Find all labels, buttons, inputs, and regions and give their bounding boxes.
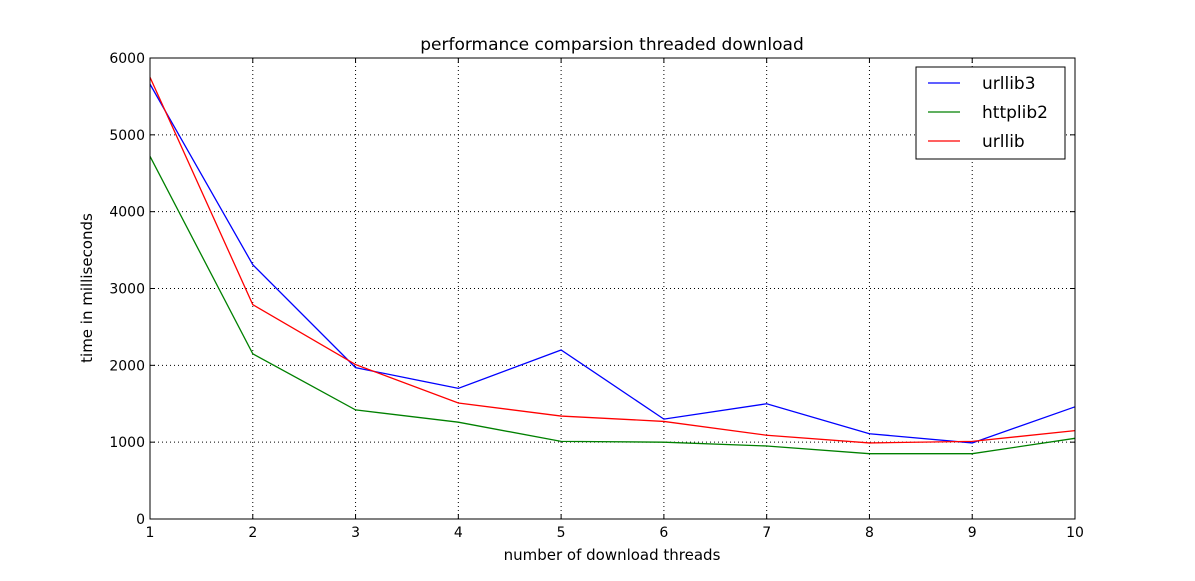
y-tick-label: 6000 — [109, 51, 145, 67]
x-tick-label: 6 — [659, 525, 668, 541]
y-tick-label: 5000 — [109, 128, 145, 144]
x-tick-label: 1 — [146, 525, 155, 541]
x-tick-label: 8 — [865, 525, 874, 541]
series-line-urllib — [149, 76, 1076, 444]
x-tick-label: 5 — [557, 525, 566, 541]
y-tick-label: 0 — [136, 512, 145, 528]
x-tick-label: 4 — [454, 525, 463, 541]
y-axis-label: time in milliseconds — [78, 213, 96, 363]
x-tick-label: 7 — [762, 525, 771, 541]
y-tick-label: 2000 — [109, 358, 145, 374]
series-line-httplib2 — [149, 156, 1076, 455]
x-tick-label: 10 — [1066, 525, 1084, 541]
x-axis-label: number of download threads — [504, 546, 721, 564]
legend: urllib3 httplib2 urllib — [915, 66, 1066, 160]
chart-title: performance comparsion threaded download — [420, 35, 804, 55]
x-tick-label: 9 — [968, 525, 977, 541]
x-tick-label: 2 — [248, 525, 257, 541]
series-line-urllib3 — [149, 83, 1076, 444]
x-tick-label: 3 — [351, 525, 360, 541]
legend-label-urllib3: urllib3 — [982, 74, 1036, 94]
y-tick-label: 3000 — [109, 282, 145, 298]
legend-label-httplib2: httplib2 — [982, 103, 1048, 123]
y-tick-label: 4000 — [109, 205, 145, 221]
series-lines — [149, 76, 1076, 455]
axis-ticks: 1 2 3 4 5 6 7 8 9 10 0 1000 2000 3000 4000 5000 6000 — [109, 51, 1084, 541]
legend-label-urllib: urllib — [982, 132, 1025, 152]
legend-box — [915, 66, 1066, 160]
y-tick-label: 1000 — [109, 435, 145, 451]
